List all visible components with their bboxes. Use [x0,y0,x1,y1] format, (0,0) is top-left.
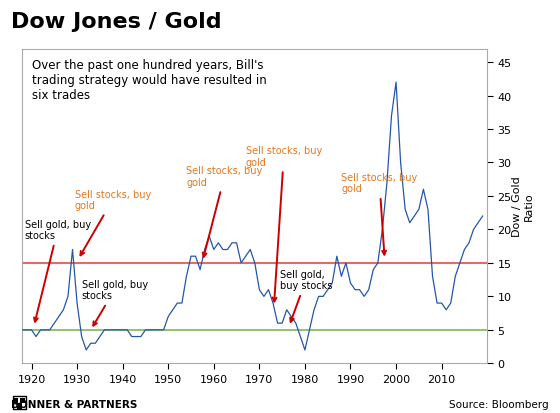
Y-axis label: Dow / Gold
Ratio: Dow / Gold Ratio [512,176,534,237]
Text: Sell stocks, buy
gold: Sell stocks, buy gold [186,166,263,257]
Text: Sell stocks, buy
gold: Sell stocks, buy gold [342,172,418,255]
Text: Dow Jones / Gold: Dow Jones / Gold [11,12,222,32]
Text: Sell gold, buy
stocks: Sell gold, buy stocks [25,219,91,322]
Bar [13,396,26,409]
Text: Sell gold, buy
stocks: Sell gold, buy stocks [82,279,148,326]
Bar [17,403,22,409]
Text: Sell gold,
buy stocks: Sell gold, buy stocks [280,269,332,322]
Text: Sell stocks, buy
gold: Sell stocks, buy gold [75,189,151,256]
Text: BONNER & PARTNERS: BONNER & PARTNERS [11,399,138,409]
Text: Sell stocks, buy
gold: Sell stocks, buy gold [246,146,322,302]
Bar [20,398,25,403]
Text: Source: Bloomberg: Source: Bloomberg [449,399,549,409]
Bar [13,398,18,403]
Text: Over the past one hundred years, Bill's
trading strategy would have resulted in
: Over the past one hundred years, Bill's … [32,59,267,102]
